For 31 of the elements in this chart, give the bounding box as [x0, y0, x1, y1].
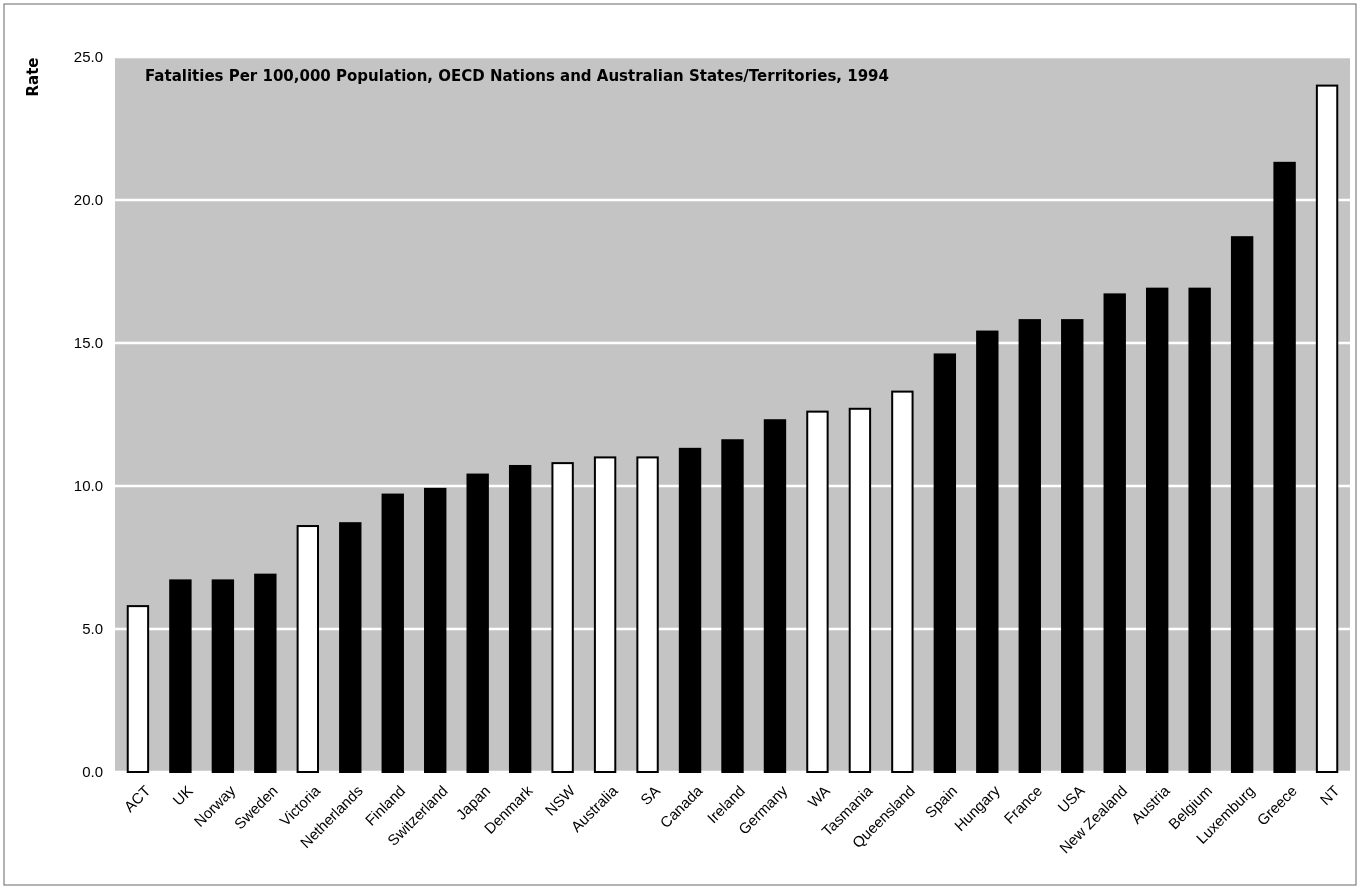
bar: [678, 447, 702, 773]
bar: [254, 573, 277, 773]
y-tick-label: 20.0: [73, 191, 103, 209]
bar: [1188, 287, 1211, 773]
bar: [466, 473, 489, 773]
x-tick-label: UK: [169, 781, 196, 809]
bar: [1273, 161, 1296, 773]
y-tick-label: 10.0: [73, 477, 103, 495]
bar: [1103, 293, 1126, 773]
bar: [424, 487, 447, 773]
bar: [508, 464, 532, 773]
bar: [339, 522, 362, 773]
bar: [721, 439, 744, 773]
y-tick-label: 25.0: [73, 48, 103, 66]
bar: [1230, 236, 1254, 773]
text: Fatalities Per 100,000 Population, OECD Nations and Australian States/Territories, 1994: [145, 67, 889, 85]
bar: [976, 330, 999, 773]
bar: [211, 579, 235, 773]
bar: [933, 353, 957, 773]
bar: [381, 493, 404, 773]
x-tick-label: SA: [636, 781, 664, 809]
y-tick-label: 5.0: [82, 620, 103, 638]
bar: [169, 579, 192, 773]
y-tick-label: 15.0: [73, 334, 103, 352]
x-tick-label: NT: [1316, 781, 1343, 809]
bar: [763, 419, 787, 773]
y-tick-label: 0.0: [82, 763, 103, 781]
bar: [1018, 319, 1041, 773]
y-axis-title: Rate: [24, 57, 42, 97]
bar: [1061, 319, 1084, 773]
bar: [1146, 287, 1169, 773]
